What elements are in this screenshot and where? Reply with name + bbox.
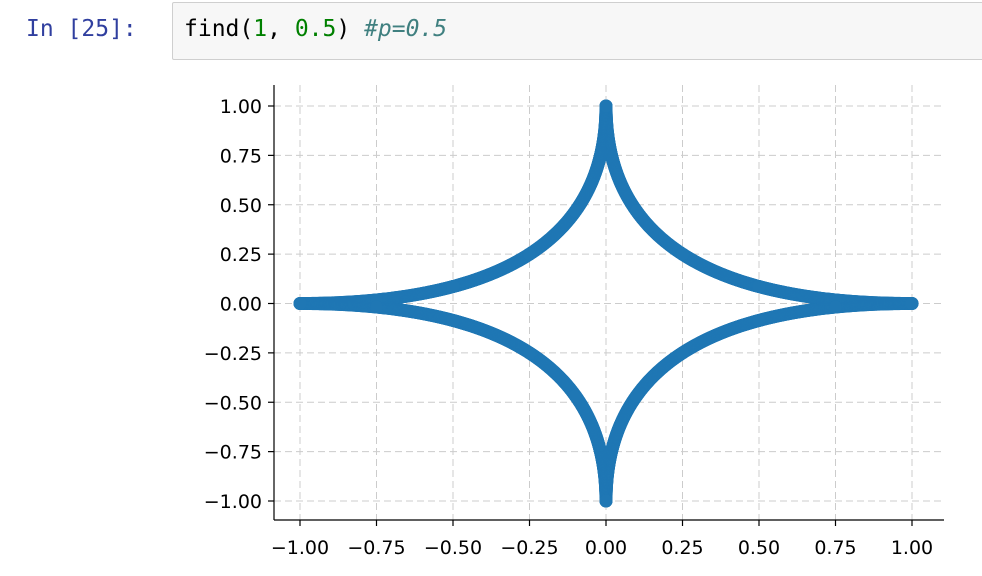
scatter-point: [905, 297, 919, 310]
data-points: [293, 99, 919, 508]
scatter-point: [676, 247, 689, 261]
scatter-point: [568, 389, 582, 403]
x-tick-label: −0.75: [347, 537, 405, 559]
y-tick-label: 0.25: [220, 244, 262, 266]
astroid-scatter-plot: −1.00 −0.75 −0.50 −0.25 0.00 0.25 0.50 0.75 1.00…: [204, 85, 944, 559]
y-tick-label: 1.00: [220, 96, 262, 118]
scatter-point: [829, 300, 842, 314]
scatter-point: [630, 389, 644, 403]
scatter-point: [370, 300, 383, 314]
y-tick-label: −0.25: [204, 343, 262, 365]
scatter-point: [599, 99, 613, 113]
x-tick-label: 0.00: [585, 537, 627, 559]
y-axis-ticks: 1.00 0.75 0.50 0.25 0.00 −0.25 −0.50 −0.75 −1.00: [204, 96, 274, 513]
scatter-point: [599, 494, 613, 508]
y-tick-label: −0.50: [204, 392, 262, 414]
code-arg-1: 1: [253, 16, 268, 42]
scatter-point: [446, 280, 460, 294]
code-arg-2: 0.5: [294, 16, 337, 42]
y-tick-label: 0.50: [220, 195, 262, 217]
grid-lines: [274, 85, 944, 520]
y-tick-label: 0.75: [220, 145, 262, 167]
x-axis-ticks: −1.00 −0.75 −0.50 −0.25 0.00 0.25 0.50 0.75 1.00: [271, 520, 933, 559]
code-function-call: find(: [184, 16, 254, 42]
code-close-paren: ): [336, 16, 365, 42]
scatter-point: [752, 280, 766, 294]
code-separator: ,: [267, 16, 295, 42]
scatter-point: [676, 346, 689, 360]
code-line[interactable]: find(1, 0.5) #p=0.5: [184, 16, 447, 42]
scatter-point: [446, 313, 460, 327]
y-tick-label: −0.75: [204, 442, 262, 464]
scatter-point: [523, 247, 536, 261]
code-comment: #p=0.5: [364, 16, 448, 42]
scatter-point: [293, 297, 307, 310]
scatter-point: [630, 204, 644, 218]
x-tick-label: 0.50: [738, 537, 780, 559]
scatter-point: [568, 204, 582, 218]
input-prompt: In [25]:: [26, 16, 137, 42]
code-cell-input[interactable]: find(1, 0.5) #p=0.5: [172, 2, 982, 60]
x-tick-label: −0.25: [500, 537, 558, 559]
y-tick-label: 0.00: [220, 294, 262, 316]
y-tick-label: −1.00: [204, 491, 262, 513]
scatter-point: [752, 313, 766, 327]
x-tick-label: 1.00: [891, 537, 933, 559]
x-tick-label: 0.75: [814, 537, 856, 559]
scatter-point: [523, 346, 536, 360]
cell-output: −1.00 −0.75 −0.50 −0.25 0.00 0.25 0.50 0.75 1.00…: [190, 85, 970, 572]
x-tick-label: 0.25: [661, 537, 703, 559]
x-tick-label: −1.00: [271, 537, 329, 559]
x-tick-label: −0.50: [424, 537, 482, 559]
